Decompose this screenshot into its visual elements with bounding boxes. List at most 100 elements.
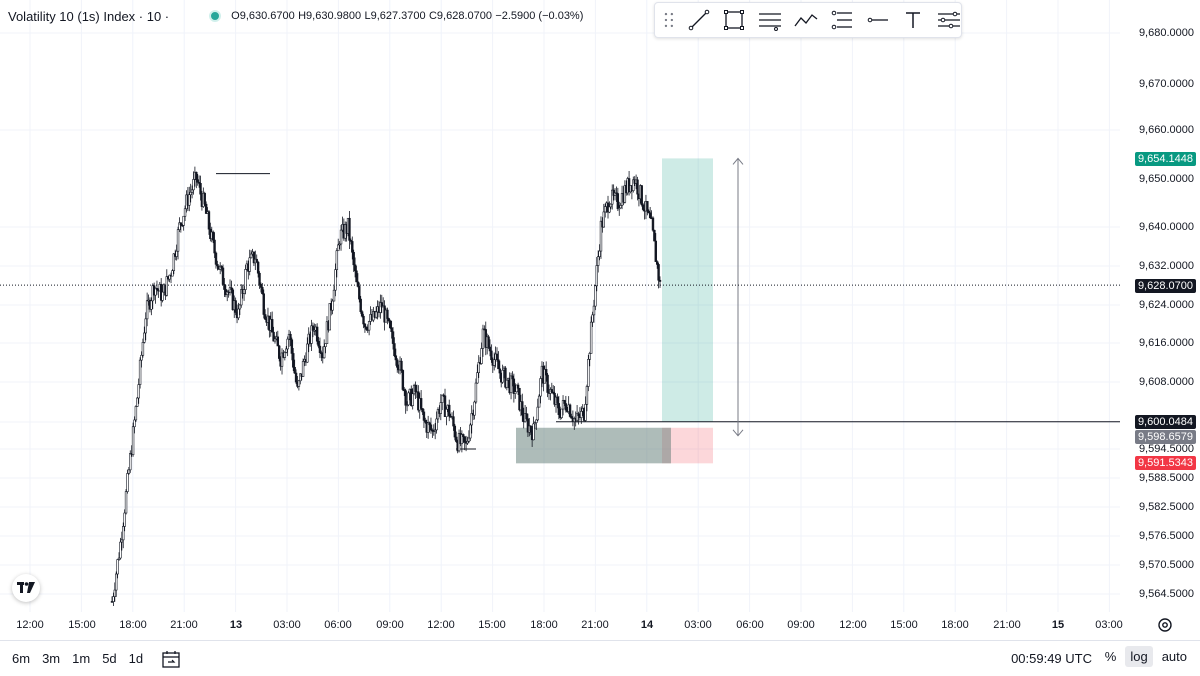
time-tick: 21:00	[170, 619, 198, 631]
candle-body	[557, 403, 561, 415]
timeframe-3m[interactable]: 3m	[42, 651, 61, 666]
candle-body	[616, 193, 620, 210]
candle-body	[584, 403, 587, 421]
candle-body	[428, 422, 431, 426]
candle-body	[477, 362, 480, 374]
candle-body	[441, 394, 444, 403]
horizontal-line-tool[interactable]	[866, 8, 890, 32]
price-tick: 9,576.5000	[1138, 530, 1194, 542]
trend-line-tool[interactable]	[687, 8, 711, 32]
candle-body	[249, 253, 253, 259]
candle-body	[211, 231, 215, 241]
candle-body	[443, 395, 447, 417]
timeframe-5d[interactable]: 5d	[102, 651, 117, 666]
candle-body	[113, 589, 117, 597]
candle-body	[126, 473, 129, 492]
candle-body	[594, 285, 597, 307]
candle-body	[337, 244, 340, 252]
candle-body	[137, 384, 140, 399]
candle-body	[238, 304, 242, 310]
time-tick: 15:00	[890, 619, 918, 631]
candle-body	[339, 229, 343, 245]
chart-area[interactable]	[0, 0, 1120, 612]
candle-body	[179, 222, 183, 226]
candle-body	[358, 286, 361, 300]
candle-body	[436, 409, 440, 420]
rectangle-tool[interactable]	[722, 8, 746, 32]
candle-body	[657, 264, 660, 281]
candle-body	[310, 325, 313, 344]
time-tick: 21:00	[993, 619, 1021, 631]
candle-body	[603, 206, 607, 213]
timeframe-6m[interactable]: 6m	[12, 651, 31, 666]
candle-body	[161, 291, 164, 301]
candle-body	[588, 353, 591, 360]
candle-body	[453, 425, 457, 438]
candle-body	[636, 179, 639, 195]
candle-body	[110, 601, 114, 603]
candle-body	[292, 353, 295, 368]
utc-clock[interactable]: 00:59:49 UTC	[1011, 651, 1092, 666]
candle-body	[171, 270, 174, 277]
percent-toggle[interactable]: %	[1104, 649, 1117, 664]
candle-body	[338, 243, 341, 246]
candle-body	[334, 269, 337, 291]
time-axis[interactable]: 12:00 15:00 18:00 21:00 13 03:00 06:00 0…	[0, 612, 1200, 640]
price-axis[interactable]: 9,680.0000 9,670.0000 9,660.0000 9,650.0…	[1120, 0, 1200, 612]
drag-handle-icon[interactable]	[663, 11, 675, 29]
timeframe-1d[interactable]: 1d	[128, 651, 144, 666]
candle-body	[424, 420, 427, 423]
candle-body	[150, 300, 153, 310]
candle-body	[505, 379, 509, 388]
auto-toggle[interactable]: auto	[1161, 649, 1187, 664]
candle-body	[352, 251, 355, 266]
path-icon	[794, 14, 818, 27]
candle-body	[452, 416, 455, 427]
candle-body	[293, 366, 296, 374]
candle-body	[123, 512, 126, 527]
candle-body	[348, 217, 351, 241]
candle-body	[318, 345, 322, 353]
timeframe-1m[interactable]: 1m	[72, 651, 91, 666]
time-tick: 12:00	[427, 619, 455, 631]
low-value: L9,627.3700	[364, 10, 426, 22]
candle-body	[290, 339, 294, 354]
path-tool[interactable]	[794, 8, 818, 32]
symbol-title[interactable]: Volatility 10 (1s) Index · 10 ·	[8, 8, 170, 24]
fib-tool[interactable]	[830, 8, 854, 32]
candle-body	[433, 429, 437, 432]
parallel-lines-tool[interactable]	[758, 8, 782, 32]
candle-body	[497, 359, 500, 370]
time-tick-date: 13	[229, 619, 243, 631]
time-tick: 09:00	[376, 619, 404, 631]
goto-date-icon[interactable]	[161, 649, 181, 669]
log-toggle[interactable]: log	[1125, 646, 1153, 667]
candle-body	[196, 179, 199, 183]
more-tools[interactable]	[937, 8, 961, 32]
candle-body	[234, 300, 237, 313]
candle-body	[197, 181, 201, 184]
price-tick: 9,632.0000	[1138, 260, 1194, 272]
tradingview-logo[interactable]	[12, 574, 40, 602]
candle-body	[647, 210, 650, 214]
price-tick: 9,570.5000	[1138, 559, 1194, 571]
chart-settings-icon[interactable]	[1156, 616, 1174, 634]
stop-price-label: 9,591.5343	[1134, 456, 1196, 470]
candle-body	[359, 298, 362, 312]
candle-body	[608, 206, 611, 213]
candle-body	[511, 375, 514, 380]
candle-body	[598, 250, 601, 257]
candle-body	[550, 389, 554, 393]
text-tool[interactable]	[901, 8, 925, 32]
entry-price-label: 9,600.0484	[1134, 415, 1196, 429]
price-tick: 9,616.0000	[1138, 337, 1194, 349]
candle-body	[536, 406, 539, 421]
candle-body	[396, 359, 399, 368]
candle-body	[283, 352, 287, 358]
candle-body	[178, 222, 181, 230]
candle-body	[561, 400, 565, 410]
candlestick-chart[interactable]	[0, 0, 1120, 612]
time-tick: 03:00	[1095, 619, 1123, 631]
candle-body	[231, 289, 235, 310]
candle-body	[401, 370, 405, 390]
